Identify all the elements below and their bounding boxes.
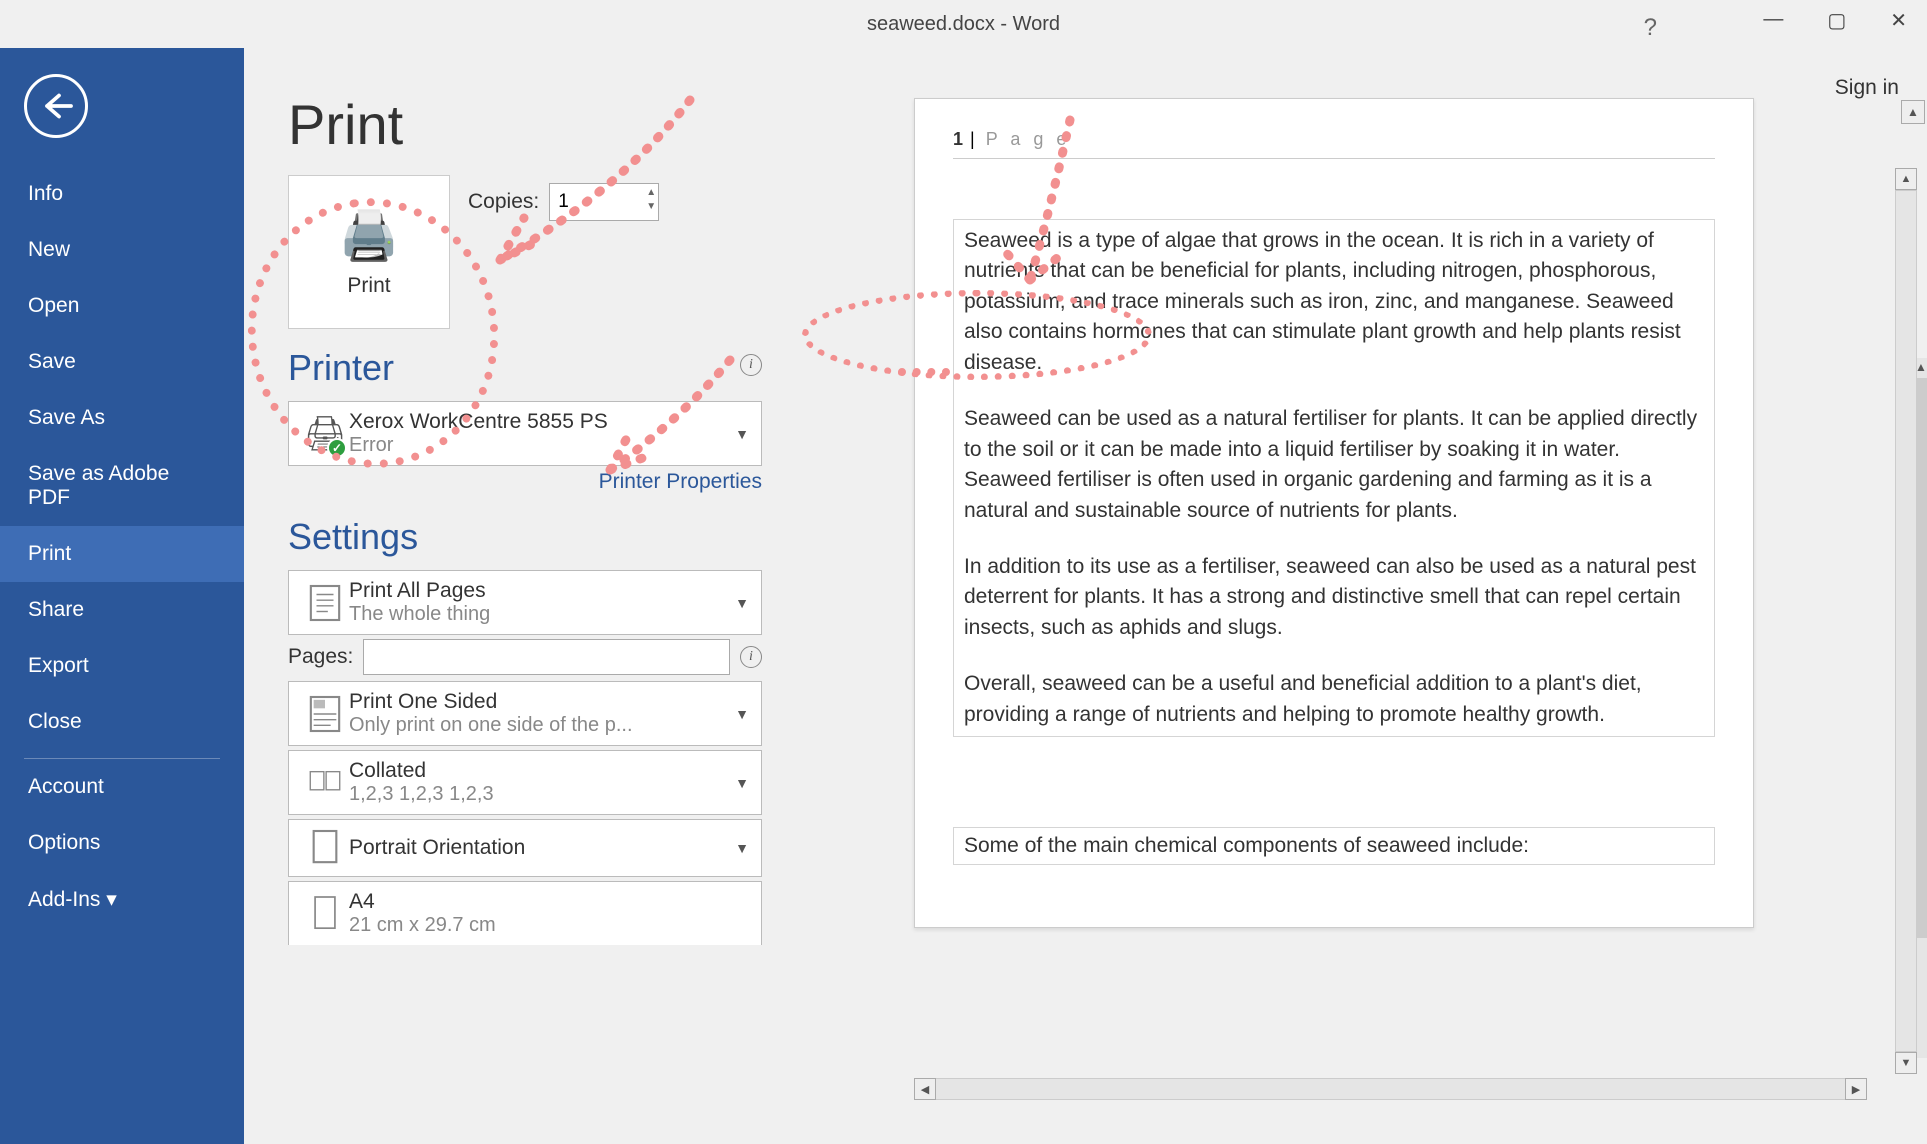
chevron-down-icon: ▼	[735, 426, 749, 442]
document-title: seaweed.docx - Word	[867, 13, 1060, 36]
sidebar-item-share[interactable]: Share	[0, 582, 244, 638]
header-rule	[953, 158, 1715, 159]
document-list-intro: Some of the main chemical components of …	[953, 827, 1715, 865]
sides-sub: Only print on one side of the p...	[349, 714, 735, 737]
scroll-track[interactable]	[936, 1078, 1845, 1100]
chevron-down-icon: ▼	[735, 840, 749, 856]
printer-status-icon: 🖨 ✓	[301, 412, 349, 456]
printer-select[interactable]: 🖨 ✓ Xerox WorkCentre 5855 PS Error ▼	[288, 401, 762, 466]
copies-input[interactable]: 1 ▲ ▼	[549, 183, 659, 221]
collate-title: Collated	[349, 759, 735, 783]
preview-page: 1 | P a g e Seaweed is a type of algae t…	[914, 98, 1754, 928]
settings-heading: Settings	[288, 516, 814, 558]
pages-scope-icon	[301, 583, 349, 623]
back-button[interactable]	[24, 74, 88, 138]
copies-down[interactable]: ▼	[646, 200, 656, 214]
print-scope-select[interactable]: Print All Pages The whole thing ▼	[288, 570, 762, 635]
sidebar-item-account[interactable]: Account	[0, 759, 244, 815]
chevron-down-icon: ▼	[735, 775, 749, 791]
printer-header-row: Printer i	[288, 329, 762, 401]
chevron-down-icon: ▼	[735, 706, 749, 722]
printer-properties-link[interactable]: Printer Properties	[288, 470, 762, 494]
paragraph: Seaweed is a type of algae that grows in…	[964, 226, 1704, 378]
collate-sub: 1,2,3 1,2,3 1,2,3	[349, 783, 735, 806]
minimize-button[interactable]: —	[1763, 8, 1783, 33]
content-area: Print 🖨️ Print Copies: 1 ▲ ▼	[244, 48, 1927, 1144]
page-number: 1	[953, 129, 964, 149]
paper-size-select[interactable]: A4 21 cm x 29.7 cm	[288, 881, 762, 945]
document-body: Seaweed is a type of algae that grows in…	[953, 219, 1715, 737]
preview-hscrollbar[interactable]: ◀ ▶	[914, 1078, 1867, 1100]
print-button-row: 🖨️ Print Copies: 1 ▲ ▼	[288, 175, 814, 329]
printer-heading: Printer	[288, 347, 394, 389]
paper-sub: 21 cm x 29.7 cm	[349, 914, 749, 937]
orientation-title: Portrait Orientation	[349, 836, 735, 860]
paper-icon	[301, 894, 349, 934]
collate-icon	[301, 763, 349, 803]
close-button[interactable]: ✕	[1890, 8, 1907, 33]
sidebar-item-new[interactable]: New	[0, 222, 244, 278]
sidebar-item-open[interactable]: Open	[0, 278, 244, 334]
pages-scope-title: Print All Pages	[349, 579, 735, 603]
collate-select[interactable]: Collated 1,2,3 1,2,3 1,2,3 ▼	[288, 750, 762, 815]
print-button-label: Print	[347, 274, 390, 298]
help-icon[interactable]: ?	[1644, 14, 1657, 42]
printer-info-icon[interactable]: i	[740, 354, 762, 376]
scroll-left-icon[interactable]: ◀	[914, 1078, 936, 1100]
sidebar-item-options[interactable]: Options	[0, 815, 244, 871]
maximize-button[interactable]: ▢	[1827, 8, 1846, 33]
sidebar-item-export[interactable]: Export	[0, 638, 244, 694]
pages-label: Pages:	[288, 645, 353, 669]
chevron-down-icon: ▼	[735, 595, 749, 611]
paragraph: In addition to its use as a fertiliser, …	[964, 552, 1704, 643]
page-header-word: P a g e	[986, 129, 1071, 149]
printer-status: Error	[349, 434, 735, 457]
pages-row: Pages: i	[288, 639, 762, 675]
sidebar-item-close[interactable]: Close	[0, 694, 244, 750]
copies-value: 1	[558, 191, 569, 213]
printer-check-icon: ✓	[327, 438, 347, 458]
pages-scope-sub: The whole thing	[349, 603, 735, 626]
main-layout: Info New Open Save Save As Save as Adobe…	[0, 48, 1927, 1144]
sidebar-item-add-ins[interactable]: Add-Ins ▾	[0, 871, 244, 928]
printer-name: Xerox WorkCentre 5855 PS	[349, 410, 735, 434]
preview-vscrollbar[interactable]: ▲ ▼	[1895, 168, 1919, 1074]
sides-select[interactable]: Print One Sided Only print on one side o…	[288, 681, 762, 746]
print-heading: Print	[288, 92, 814, 157]
sidebar-item-save-as-adobe-pdf[interactable]: Save as Adobe PDF	[0, 446, 244, 526]
orientation-select[interactable]: Portrait Orientation ▼	[288, 819, 762, 877]
scroll-up-icon[interactable]: ▲	[1895, 168, 1917, 190]
copies-spinner: ▲ ▼	[646, 186, 656, 214]
paragraph: Overall, seaweed can be a useful and ben…	[964, 669, 1704, 730]
scroll-right-icon[interactable]: ▶	[1845, 1078, 1867, 1100]
sidebar-item-save-as[interactable]: Save As	[0, 390, 244, 446]
sides-icon	[301, 694, 349, 734]
sidebar-item-save[interactable]: Save	[0, 334, 244, 390]
paragraph: Seaweed can be used as a natural fertili…	[964, 404, 1704, 526]
paper-title: A4	[349, 890, 749, 914]
backstage-sidebar: Info New Open Save Save As Save as Adobe…	[0, 48, 244, 1144]
pages-info-icon[interactable]: i	[740, 646, 762, 668]
scroll-down-icon[interactable]: ▼	[1895, 1052, 1917, 1074]
scroll-track[interactable]	[1895, 190, 1917, 1052]
copies-control: Copies: 1 ▲ ▼	[468, 183, 659, 221]
title-bar: seaweed.docx - Word ? — ▢ ✕	[0, 0, 1927, 48]
sides-title: Print One Sided	[349, 690, 735, 714]
print-preview: 1 | P a g e Seaweed is a type of algae t…	[814, 48, 1927, 1144]
back-arrow-icon	[38, 88, 74, 124]
sidebar-item-info[interactable]: Info	[0, 166, 244, 222]
pages-input[interactable]	[363, 639, 730, 675]
page-header: 1 | P a g e	[953, 129, 1715, 158]
window-controls: — ▢ ✕	[1763, 8, 1907, 33]
sidebar-item-print[interactable]: Print	[0, 526, 244, 582]
page-header-sep: |	[964, 129, 982, 149]
print-panel: Print 🖨️ Print Copies: 1 ▲ ▼	[244, 48, 814, 1144]
orientation-icon	[301, 828, 349, 868]
print-button[interactable]: 🖨️ Print	[288, 175, 450, 329]
copies-label: Copies:	[468, 190, 539, 214]
copies-up[interactable]: ▲	[646, 186, 656, 200]
printer-icon: 🖨️	[339, 207, 399, 264]
